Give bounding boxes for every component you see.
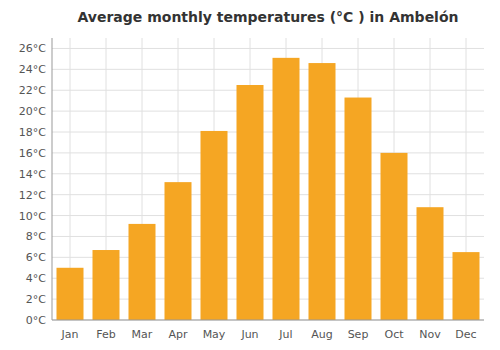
title: Average monthly temperatures (°C ) in Am… bbox=[77, 9, 458, 25]
tick-label: 18°C bbox=[19, 126, 46, 139]
grid-line bbox=[52, 173, 484, 174]
tick-label: 4°C bbox=[26, 272, 46, 285]
grid-line bbox=[52, 194, 484, 195]
tick-label: Jan bbox=[61, 328, 79, 341]
tick-label: Feb bbox=[96, 328, 115, 341]
bar bbox=[93, 250, 120, 320]
tick-label: Sep bbox=[348, 328, 369, 341]
tick-label: 24°C bbox=[19, 63, 46, 76]
tick-label: 2°C bbox=[26, 293, 46, 306]
grid-line bbox=[52, 111, 484, 112]
grid-line bbox=[52, 69, 484, 70]
tick-label: Jun bbox=[240, 328, 258, 341]
grid-line bbox=[52, 152, 484, 153]
tick-label: 10°C bbox=[19, 210, 46, 223]
chart: Average monthly temperatures (°C ) in Am… bbox=[0, 0, 500, 350]
bar bbox=[345, 98, 372, 320]
bar bbox=[453, 252, 480, 320]
bar bbox=[165, 182, 192, 320]
tick-label: 14°C bbox=[19, 168, 46, 181]
tick-label: May bbox=[203, 328, 226, 341]
tick-label: Nov bbox=[419, 328, 441, 341]
bar bbox=[273, 58, 300, 320]
tick-label: Oct bbox=[384, 328, 404, 341]
tick-label: Dec bbox=[455, 328, 476, 341]
y-axis bbox=[52, 38, 53, 320]
tick-label: 20°C bbox=[19, 105, 46, 118]
grid-line bbox=[52, 320, 484, 321]
tick-label: 0°C bbox=[26, 314, 46, 327]
tick-label: Aug bbox=[311, 328, 332, 341]
bars bbox=[57, 58, 480, 320]
tick-label: 6°C bbox=[26, 251, 46, 264]
tick-label: 26°C bbox=[19, 42, 46, 55]
grid bbox=[52, 38, 484, 320]
grid-line bbox=[52, 90, 484, 91]
tick-label: 8°C bbox=[26, 230, 46, 243]
bar bbox=[129, 224, 156, 320]
bar bbox=[381, 153, 408, 320]
bar bbox=[57, 268, 84, 320]
bar bbox=[201, 131, 228, 320]
tick-label: Jul bbox=[278, 328, 292, 341]
bar bbox=[309, 63, 336, 320]
tick-label: 22°C bbox=[19, 84, 46, 97]
tick-label: Apr bbox=[168, 328, 188, 341]
x-axis bbox=[52, 320, 484, 321]
grid-line bbox=[52, 48, 484, 49]
tick-label: 16°C bbox=[19, 147, 46, 160]
bar bbox=[417, 207, 444, 320]
grid-line bbox=[52, 132, 484, 133]
bar bbox=[237, 85, 264, 320]
tick-label: 12°C bbox=[19, 189, 46, 202]
tick-label: Mar bbox=[132, 328, 153, 341]
chart-container: Average monthly temperatures (°C ) in Am… bbox=[0, 0, 500, 350]
